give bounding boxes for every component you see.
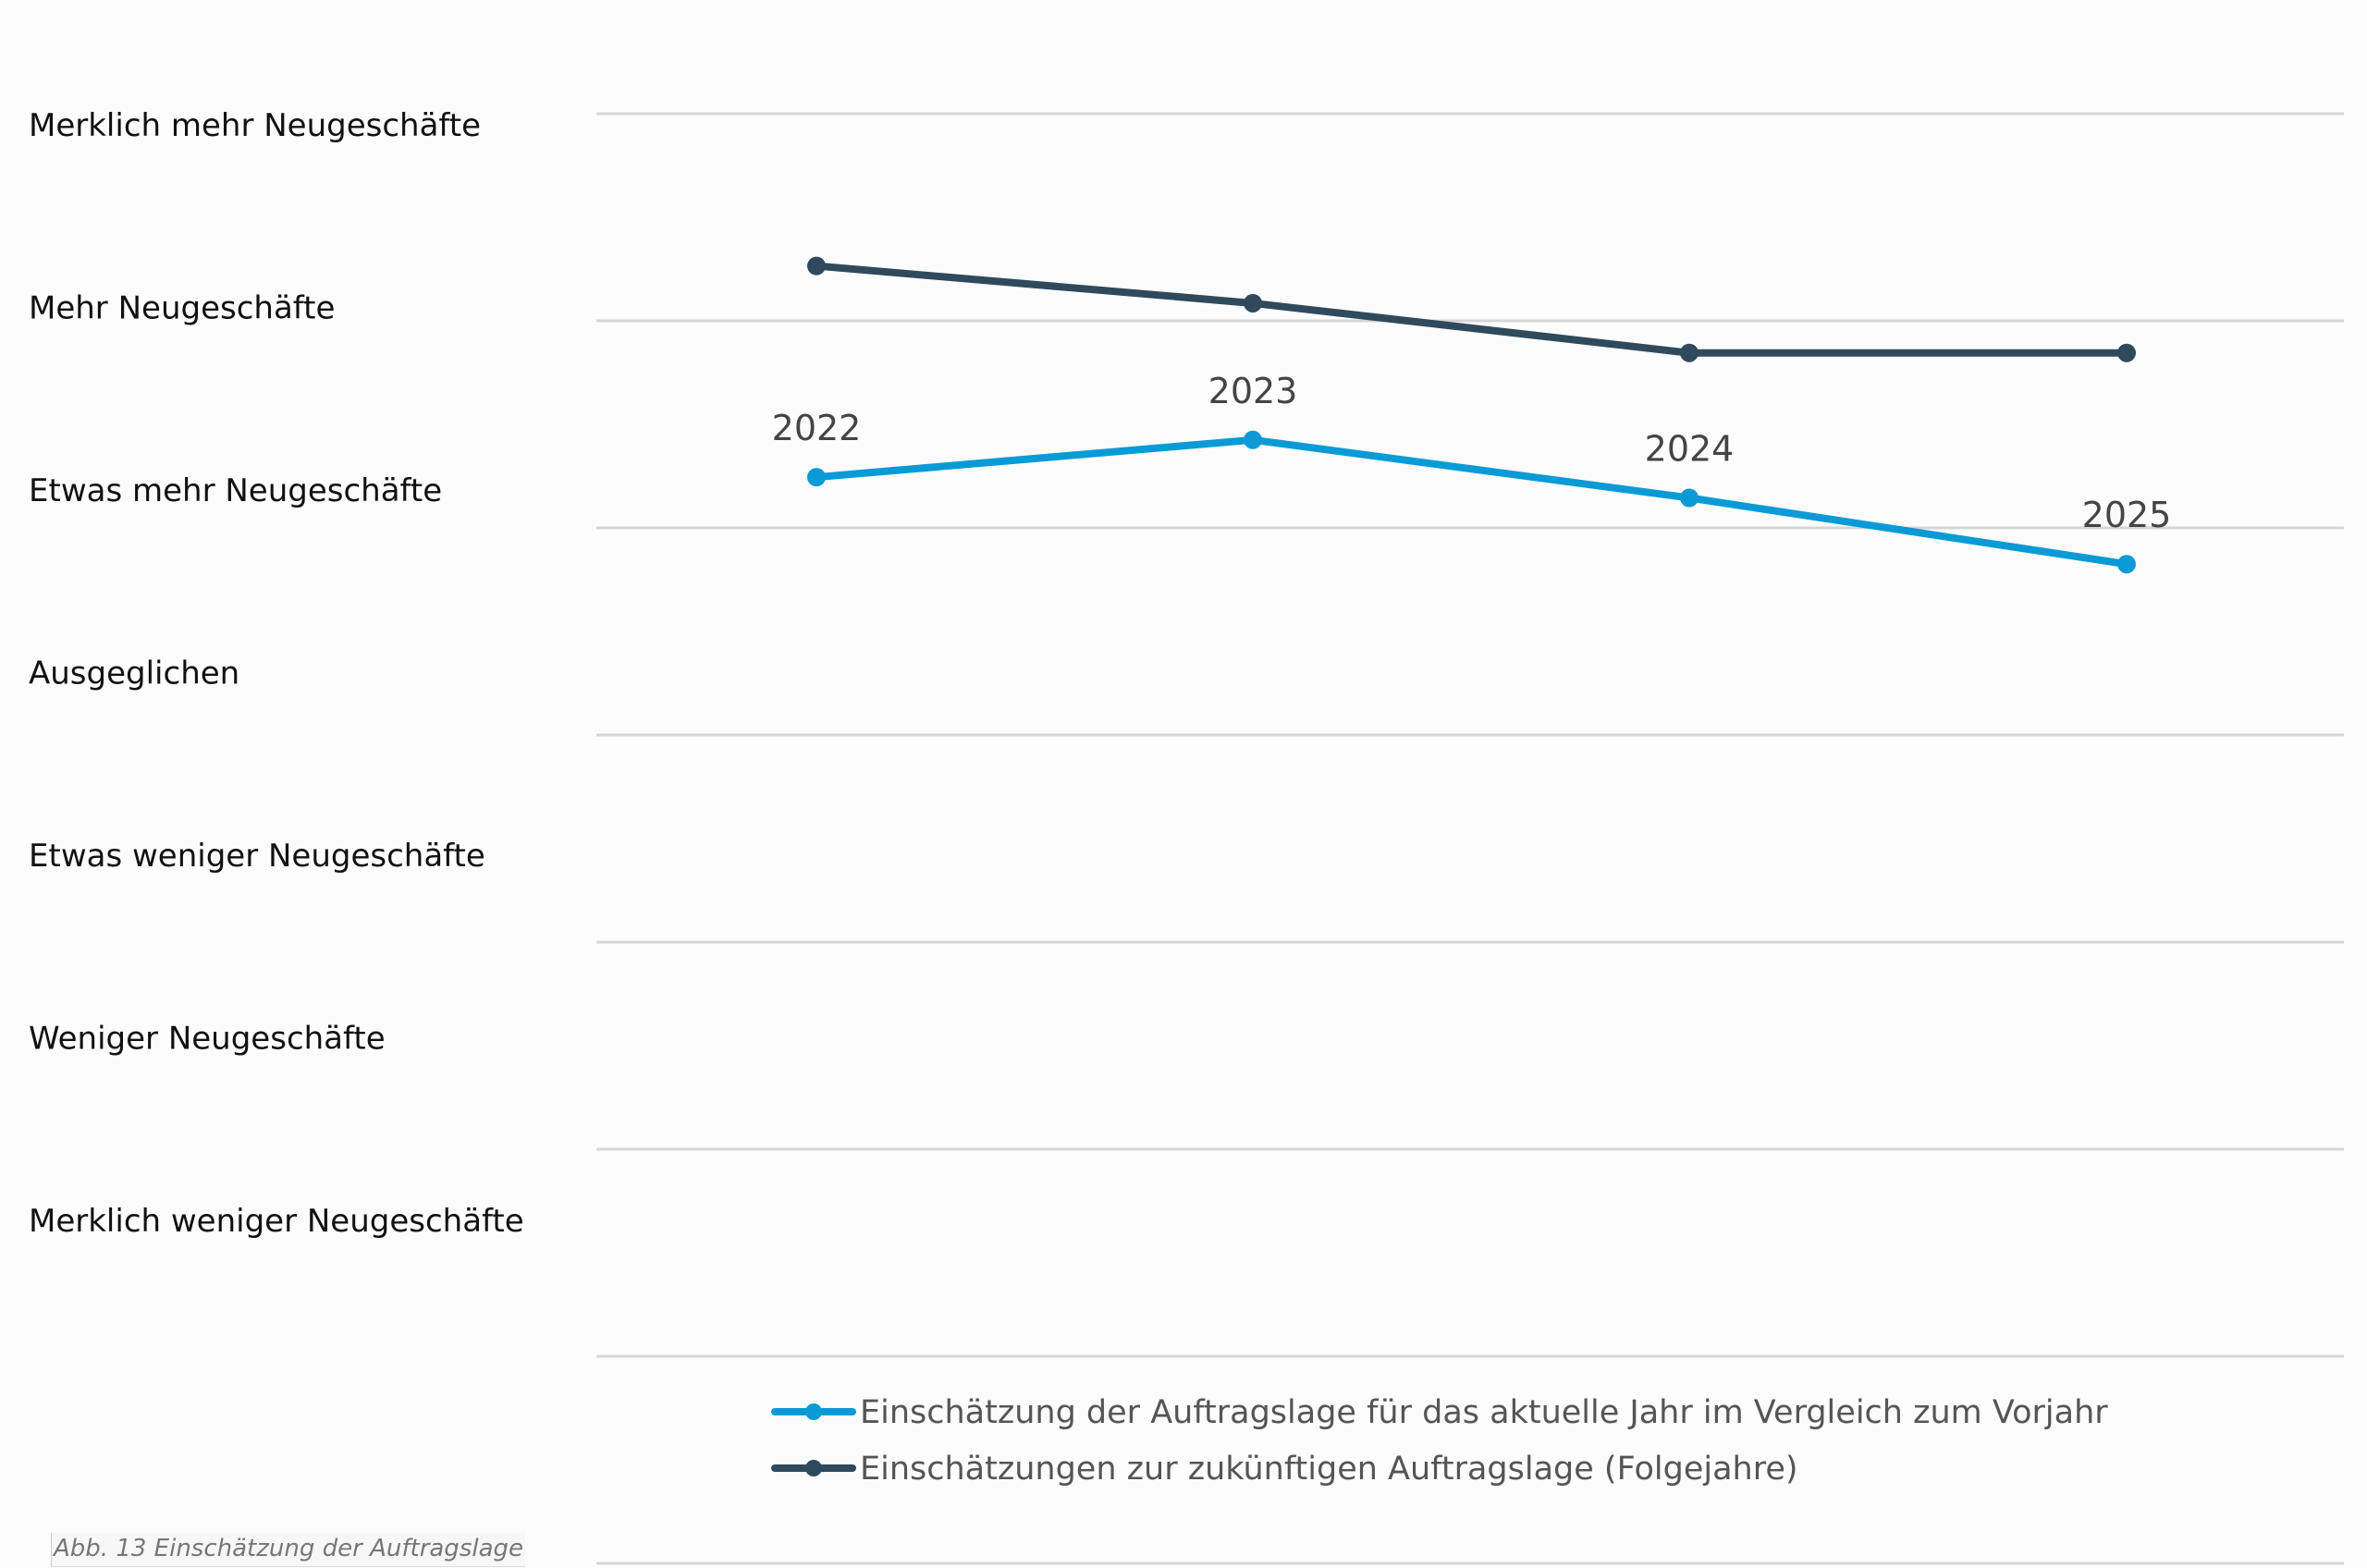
data-point [1680,488,1699,508]
data-point [1680,343,1699,362]
y-tick-label: Mehr Neugeschäfte [29,290,335,327]
y-tick-label: Merklich weniger Neugeschäfte [29,1203,524,1240]
legend-marker [805,1460,822,1476]
series-line [813,435,2130,569]
y-tick-label: Etwas weniger Neugeschäfte [29,838,485,875]
data-label: 2023 [1208,371,1298,411]
y-tick-label: Etwas mehr Neugeschäfte [29,472,442,509]
data-label: 2022 [772,408,862,448]
data-point [2117,555,2136,574]
data-point [807,468,826,487]
data-point [1244,430,1262,449]
legend-label: Einschätzungen zur zukünftigen Auftragsl… [860,1451,1798,1488]
data-label: 2024 [1645,429,1735,470]
legend-marker [805,1403,822,1420]
data-point [1244,293,1262,312]
data-point [807,256,826,276]
y-tick-label: Weniger Neugeschäfte [29,1021,386,1058]
data-point [2117,343,2136,362]
data-label: 2025 [2082,495,2172,535]
figure-caption: Abb. 13 Einschätzung der Auftragslage [51,1533,526,1567]
y-tick-label: Ausgeglichen [29,655,239,692]
y-tick-label: Merklich mehr Neugeschäfte [29,107,481,144]
series-line [813,262,2130,357]
legend-label: Einschätzung der Auftragslage für das ak… [860,1394,2108,1431]
